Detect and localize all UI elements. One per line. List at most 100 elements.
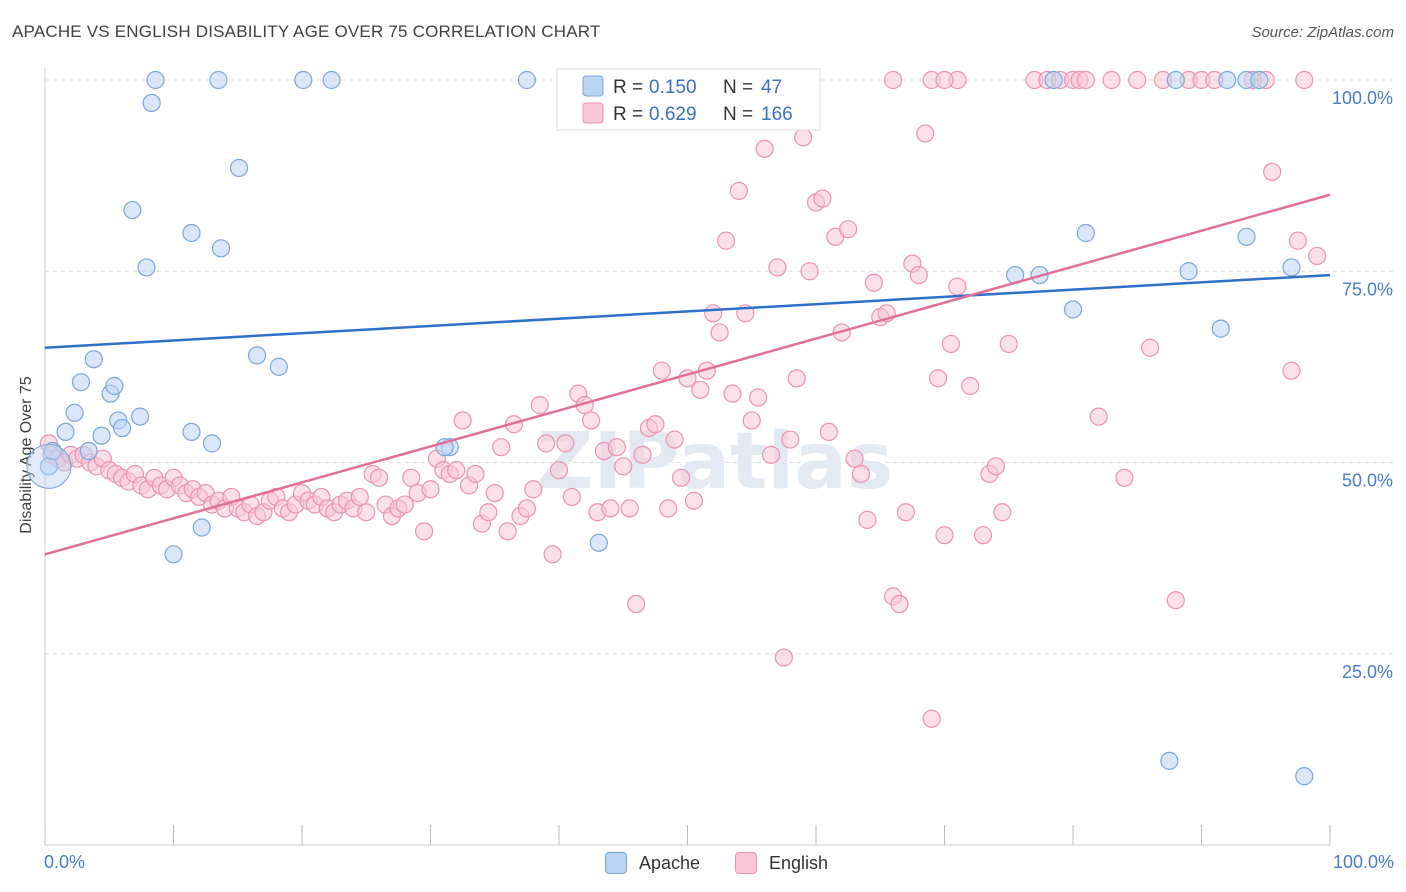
english-point xyxy=(492,438,511,457)
english-point xyxy=(755,139,774,158)
apache-point xyxy=(112,418,132,438)
apache-point xyxy=(229,158,249,178)
stats-r-label: R = xyxy=(613,77,643,98)
english-trend-line xyxy=(44,193,1331,556)
apache-point xyxy=(142,93,161,113)
english-point xyxy=(626,594,646,614)
y-tick-label: 25.0% xyxy=(1342,662,1393,682)
apache-point xyxy=(43,441,62,461)
apache-point xyxy=(137,258,156,277)
apache-point xyxy=(146,70,165,90)
english-point xyxy=(890,594,909,614)
english-point xyxy=(562,487,581,507)
english-point xyxy=(710,323,729,342)
english-point xyxy=(1076,70,1095,90)
english-point xyxy=(370,468,389,487)
english-point xyxy=(729,181,749,201)
english-point xyxy=(883,70,903,90)
apache-point xyxy=(92,426,111,445)
stats-r-value: 0.150 xyxy=(649,77,697,98)
apache-point xyxy=(1250,70,1269,90)
english-point xyxy=(517,499,536,518)
english-point xyxy=(781,430,800,449)
tick-labels: 25.0% 50.0% 75.0% 100.0% xyxy=(1332,88,1393,682)
stats-swatch-apache xyxy=(582,75,604,97)
stats-n-label: N = xyxy=(723,104,753,125)
apache-point xyxy=(294,70,313,90)
english-point xyxy=(530,396,549,415)
english-point xyxy=(646,415,665,434)
english-point xyxy=(453,411,472,430)
apache-points xyxy=(26,70,1314,786)
english-point xyxy=(896,503,916,522)
stats-n-value: 166 xyxy=(761,104,793,125)
english-point xyxy=(1115,468,1134,487)
english-point xyxy=(1288,231,1307,250)
apache-point xyxy=(56,422,75,441)
english-point xyxy=(909,265,928,285)
legend-item-english[interactable]: English xyxy=(735,852,828,874)
english-point xyxy=(691,380,710,399)
english-point xyxy=(973,526,993,545)
stats-r-label: R = xyxy=(613,104,643,125)
english-point xyxy=(1282,361,1301,380)
legend-item-apache[interactable]: Apache xyxy=(605,852,700,874)
english-point xyxy=(1263,162,1282,181)
legend-label-apache: Apache xyxy=(639,852,701,873)
apache-point xyxy=(1211,319,1230,338)
english-point xyxy=(614,457,633,476)
english-point xyxy=(421,480,440,499)
chart-title: APACHE VS ENGLISH DISABILITY AGE OVER 75… xyxy=(12,22,601,41)
english-point xyxy=(935,526,954,545)
english-point xyxy=(761,445,781,464)
english-point xyxy=(447,461,466,480)
stats-legend: R = 0.150 N = 47 R = 0.629 N = 166 xyxy=(556,68,821,131)
english-point xyxy=(537,434,556,453)
english-point xyxy=(350,487,369,507)
english-point xyxy=(858,510,877,529)
english-point xyxy=(498,522,517,541)
x-tick-min: 0.0% xyxy=(44,852,86,872)
apache-point xyxy=(1063,300,1083,319)
apache-point xyxy=(105,376,124,396)
english-point xyxy=(607,438,626,457)
english-swatch xyxy=(735,852,757,874)
english-point xyxy=(659,499,678,518)
english-point xyxy=(774,648,793,667)
apache-point xyxy=(79,441,98,461)
english-point xyxy=(601,499,620,518)
english-point xyxy=(986,457,1006,476)
english-point xyxy=(922,709,941,728)
english-point xyxy=(723,384,742,403)
source-credit: Source: ZipAtlas.com xyxy=(1251,24,1394,41)
y-tick-label: 75.0% xyxy=(1342,279,1393,299)
apache-point xyxy=(202,434,222,453)
watermark-text: ZIPatlas xyxy=(537,417,893,507)
english-point xyxy=(620,499,639,518)
english-point xyxy=(999,334,1018,354)
apache-point xyxy=(1044,70,1063,90)
english-point xyxy=(941,334,961,354)
english-point xyxy=(993,503,1012,522)
trend-lines xyxy=(44,193,1331,556)
english-point xyxy=(749,388,768,407)
english-point xyxy=(716,231,736,250)
english-point xyxy=(928,369,948,388)
english-point xyxy=(916,124,935,143)
english-point xyxy=(1295,70,1314,90)
apache-point-large xyxy=(26,443,72,489)
apache-point xyxy=(211,239,231,258)
apache-point xyxy=(589,533,608,552)
apache-point xyxy=(182,223,201,243)
apache-point xyxy=(1076,223,1095,243)
apache-point xyxy=(517,70,536,90)
english-point xyxy=(549,461,569,480)
english-point xyxy=(395,495,414,514)
english-point xyxy=(961,376,980,396)
apache-point xyxy=(65,403,84,422)
english-point xyxy=(524,480,543,499)
apache-point xyxy=(1218,70,1237,90)
english-point xyxy=(1089,407,1108,426)
apache-point xyxy=(209,70,228,90)
legend-label-english: English xyxy=(769,852,829,873)
